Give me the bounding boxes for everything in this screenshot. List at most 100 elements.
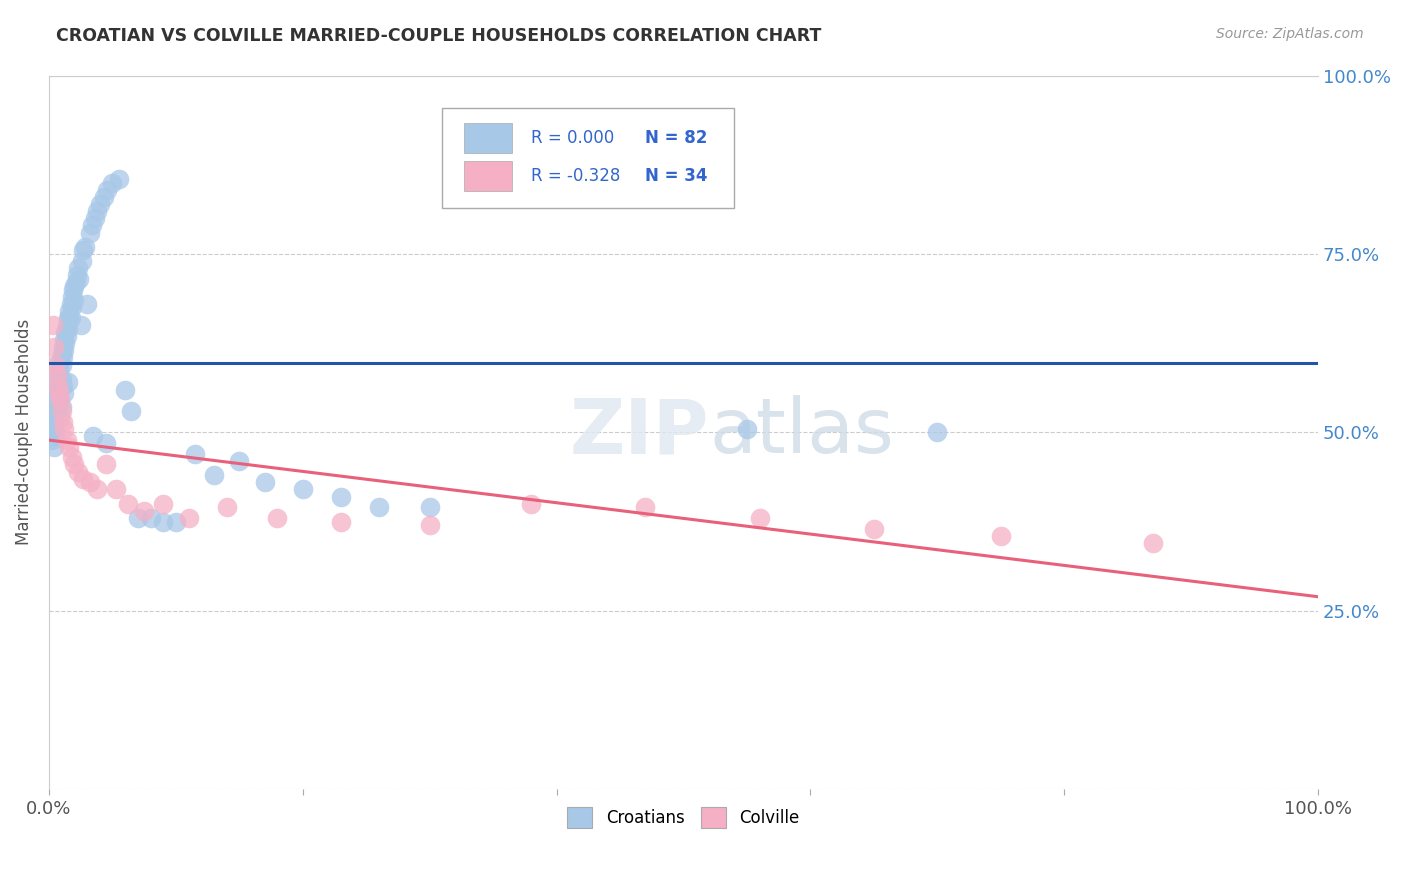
Point (65, 276, 87, 290)
Point (46, 386, 69, 401)
Point (82, 219, 104, 233)
Point (58, 311, 80, 326)
Point (67, 272, 90, 286)
Point (55, 329, 77, 343)
Point (42, 318, 65, 333)
Point (134, 504, 156, 518)
Point (114, 383, 136, 397)
Point (63, 293, 86, 308)
Y-axis label: Married-couple Households: Married-couple Households (15, 319, 32, 546)
Text: R = 0.000: R = 0.000 (531, 128, 614, 146)
Point (53, 343, 76, 358)
Point (49, 393, 72, 408)
Point (101, 176, 124, 190)
Point (46, 368, 69, 383)
Text: N = 34: N = 34 (645, 167, 709, 186)
Text: CROATIAN VS COLVILLE MARRIED-COUPLE HOUSEHOLDS CORRELATION CHART: CROATIAN VS COLVILLE MARRIED-COUPLE HOUS… (56, 27, 821, 45)
Point (990, 529, 1012, 543)
Point (42, 340, 65, 354)
Point (76, 297, 98, 311)
Point (59, 311, 82, 326)
Point (48, 397, 70, 411)
Point (51, 404, 73, 418)
Legend: Croatians, Colville: Croatians, Colville (561, 801, 807, 834)
Point (42, 440, 65, 454)
Point (48, 386, 70, 401)
Point (52, 351, 75, 365)
Point (86, 483, 108, 497)
Point (41, 404, 63, 418)
Point (291, 483, 314, 497)
Text: Source: ZipAtlas.com: Source: ZipAtlas.com (1216, 27, 1364, 41)
Point (60, 450, 83, 465)
Bar (464, 161, 512, 191)
Point (165, 515, 187, 529)
Point (42, 397, 65, 411)
Point (46, 376, 69, 390)
Point (93, 190, 115, 204)
Point (67, 261, 90, 276)
Point (735, 422, 758, 436)
Point (55, 318, 77, 333)
Point (44, 429, 66, 443)
Point (419, 500, 441, 515)
Point (72, 244, 94, 258)
Point (177, 511, 200, 525)
Point (58, 440, 80, 454)
Point (69, 318, 91, 333)
Point (927, 425, 949, 440)
Point (42, 411, 65, 425)
Point (86, 204, 108, 219)
Bar (464, 122, 512, 153)
Point (329, 515, 352, 529)
Point (152, 515, 174, 529)
Point (89, 197, 111, 211)
Point (58, 304, 80, 318)
Point (51, 347, 73, 361)
Point (45, 383, 67, 397)
Point (202, 468, 225, 483)
Point (105, 483, 128, 497)
Point (139, 511, 162, 525)
Point (62, 283, 84, 297)
Point (53, 333, 76, 347)
Point (45, 393, 67, 408)
Text: atlas: atlas (709, 395, 894, 469)
Point (73, 240, 96, 254)
Point (83, 211, 105, 226)
Point (107, 172, 129, 186)
Point (44, 422, 66, 436)
Point (52, 379, 75, 393)
Point (63, 279, 86, 293)
Point (48, 361, 70, 376)
Point (863, 522, 886, 536)
Point (51, 401, 73, 415)
Point (368, 500, 391, 515)
Point (67, 465, 90, 479)
Point (94, 458, 117, 472)
Point (44, 358, 66, 372)
Point (127, 511, 149, 525)
Point (49, 354, 72, 368)
Point (70, 254, 93, 268)
Point (55, 326, 77, 340)
Point (329, 490, 352, 504)
Point (419, 518, 441, 533)
Point (94, 436, 117, 450)
FancyBboxPatch shape (443, 108, 734, 208)
Point (79, 226, 101, 240)
Point (39, 418, 62, 433)
Point (152, 497, 174, 511)
Point (96, 183, 118, 197)
Point (72, 472, 94, 486)
Point (48, 390, 70, 404)
Point (253, 475, 276, 490)
Point (49, 411, 72, 425)
Point (748, 511, 770, 525)
Point (56, 376, 79, 390)
Point (44, 415, 66, 429)
Point (55, 433, 77, 447)
Point (51, 372, 73, 386)
Point (42, 425, 65, 440)
Point (63, 458, 86, 472)
